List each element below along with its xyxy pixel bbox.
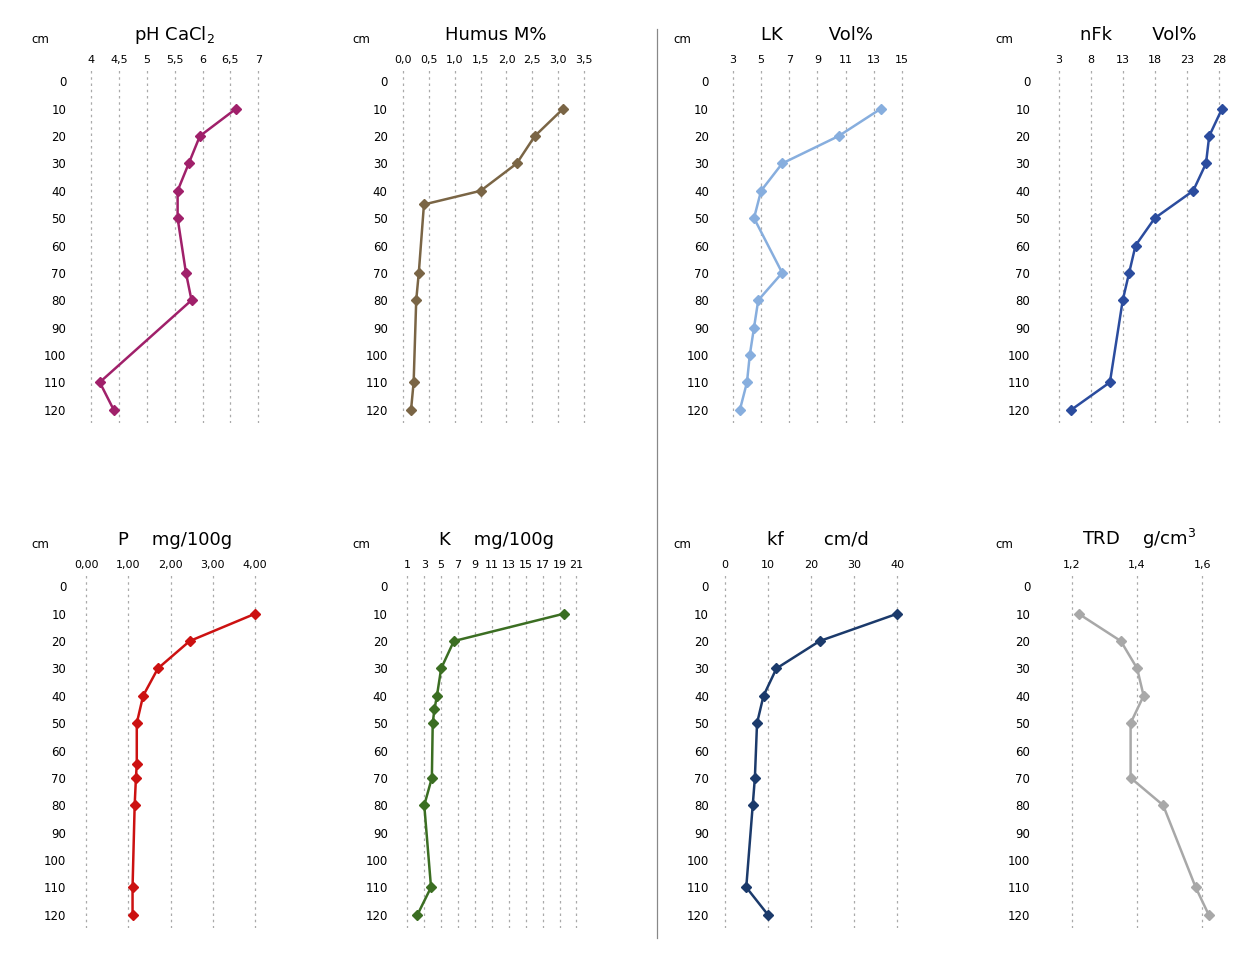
Text: cm: cm <box>674 33 691 46</box>
Text: cm: cm <box>352 539 371 551</box>
Title: TRD    g/cm$^3$: TRD g/cm$^3$ <box>1081 527 1195 551</box>
Title: LK        Vol%: LK Vol% <box>762 26 874 44</box>
Text: cm: cm <box>996 33 1013 46</box>
Title: kf       cm/d: kf cm/d <box>767 531 869 549</box>
Text: cm: cm <box>674 539 691 551</box>
Text: cm: cm <box>352 33 371 46</box>
Title: Humus M%: Humus M% <box>445 26 547 44</box>
Title: nFk       Vol%: nFk Vol% <box>1081 26 1197 44</box>
Text: cm: cm <box>31 33 49 46</box>
Title: K    mg/100g: K mg/100g <box>439 531 553 549</box>
Text: cm: cm <box>996 539 1013 551</box>
Title: P    mg/100g: P mg/100g <box>118 531 231 549</box>
Text: cm: cm <box>31 539 49 551</box>
Title: pH CaCl$_2$: pH CaCl$_2$ <box>134 24 215 45</box>
